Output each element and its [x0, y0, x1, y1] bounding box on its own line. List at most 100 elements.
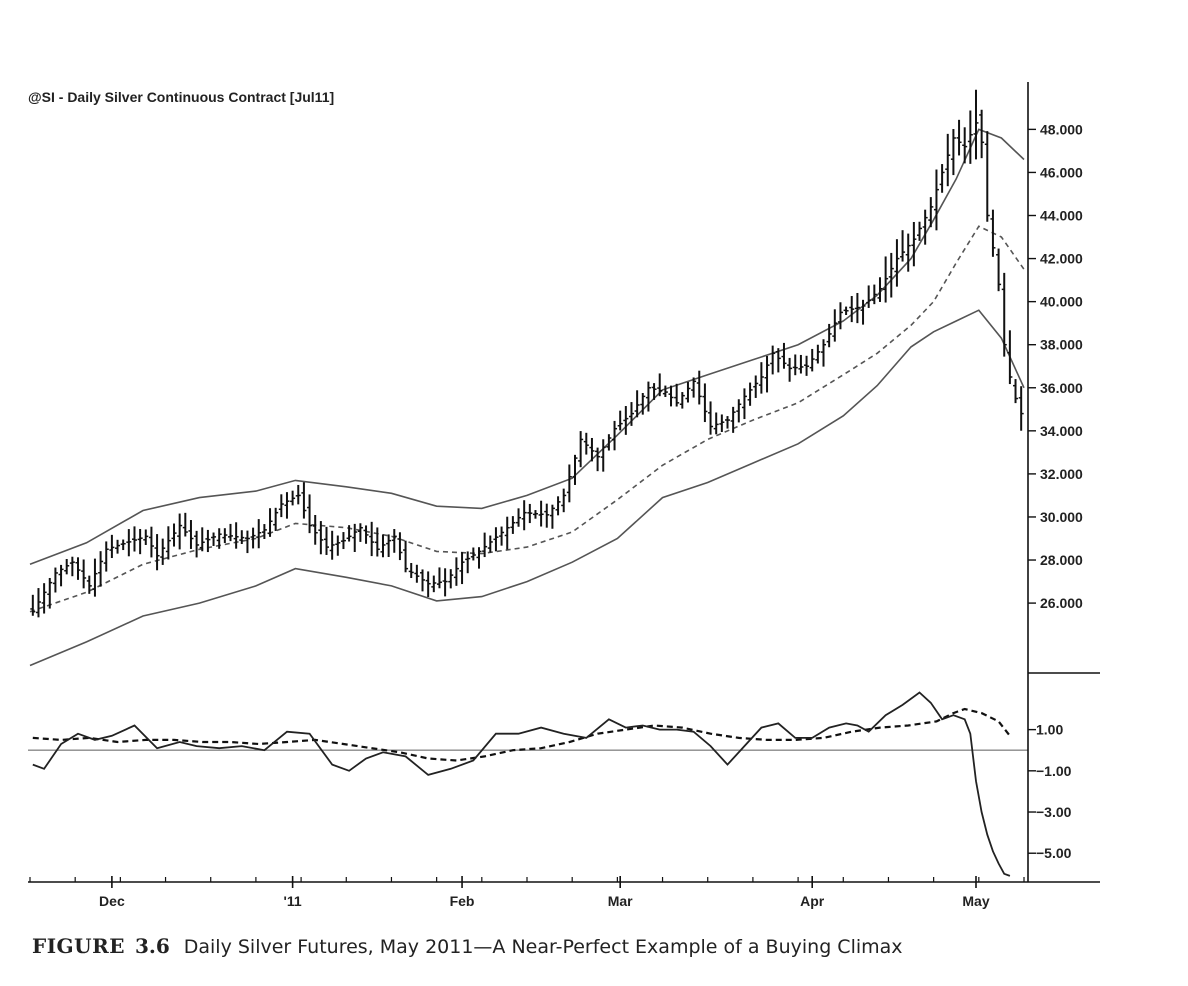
price-bar	[199, 527, 205, 552]
price-bar	[572, 454, 578, 485]
price-bar	[154, 534, 160, 571]
price-bar	[131, 526, 137, 552]
price-bar	[86, 575, 92, 594]
price-bar	[770, 345, 776, 375]
price-bar	[578, 431, 584, 468]
price-bar	[871, 284, 877, 305]
price-bar	[894, 239, 900, 287]
price-bar	[662, 385, 668, 397]
price-bar	[939, 164, 945, 193]
price-bar	[284, 492, 290, 519]
price-bar	[307, 494, 313, 534]
price-bar	[391, 529, 397, 553]
price-bar	[482, 532, 488, 558]
price-bar	[860, 299, 866, 325]
price-tick-label: 32.000	[1040, 466, 1083, 482]
price-bar	[702, 383, 708, 423]
price-bar	[459, 552, 465, 585]
price-bar	[425, 571, 431, 598]
price-tick-label: 44.000	[1040, 208, 1083, 224]
price-bar	[933, 169, 939, 231]
price-bar	[369, 521, 375, 557]
price-bar	[148, 526, 154, 558]
price-bar	[956, 119, 962, 156]
figure-number: 3.6	[134, 934, 170, 958]
price-axis-ticks: 48.000 46.000 44.000 42.000 40.000 38.000 36.0…	[1028, 121, 1083, 611]
price-bar	[126, 529, 132, 557]
price-bar	[516, 508, 522, 527]
price-bar	[188, 520, 194, 549]
price-bar	[75, 557, 81, 580]
price-bar	[137, 528, 143, 555]
price-bar	[945, 133, 951, 187]
upper-band-line	[29, 128, 1025, 566]
price-bar	[911, 221, 917, 267]
price-bar	[849, 296, 855, 323]
price-bar	[301, 482, 307, 519]
price-bar	[657, 373, 663, 397]
price-bar	[453, 557, 459, 586]
price-bar	[996, 248, 1002, 292]
price-tick-label: 34.000	[1040, 423, 1083, 439]
price-bar	[736, 399, 742, 423]
price-bar	[64, 558, 70, 575]
price-bar	[883, 256, 889, 303]
price-bar	[888, 252, 894, 298]
price-bar	[527, 503, 533, 524]
price-bar	[403, 540, 409, 573]
price-bar	[267, 508, 273, 537]
price-bar	[821, 339, 827, 367]
price-bar	[668, 385, 674, 407]
price-bar	[256, 519, 262, 549]
price-bar	[324, 526, 330, 555]
price-bar	[386, 534, 392, 557]
price-bar	[346, 525, 352, 542]
price-bar	[815, 344, 821, 364]
time-tick-label: '11	[284, 893, 302, 909]
price-bar	[143, 529, 149, 545]
price-bar	[775, 348, 781, 373]
price-bar	[205, 529, 211, 553]
price-bar	[804, 355, 810, 376]
time-tick-label: Feb	[450, 893, 475, 909]
price-bar	[826, 323, 832, 348]
price-bar	[854, 292, 860, 324]
price-bar	[600, 439, 606, 472]
price-bar	[380, 534, 386, 558]
price-bar	[685, 381, 691, 403]
oscillator-tick-label: −1.00	[1036, 763, 1072, 779]
price-bar	[691, 377, 697, 398]
price-bar	[922, 209, 928, 245]
price-bar	[397, 532, 403, 561]
price-bar	[442, 568, 448, 597]
price-bar	[645, 381, 651, 412]
price-tick-label: 36.000	[1040, 380, 1083, 396]
price-bar	[561, 488, 567, 513]
price-bar	[900, 230, 906, 262]
price-bar	[41, 583, 47, 614]
price-bar	[92, 558, 98, 597]
price-bar	[216, 528, 222, 549]
price-bar	[374, 527, 380, 557]
price-bar	[967, 110, 973, 164]
oscillator-tick-label: −5.00	[1036, 845, 1072, 861]
price-bar	[98, 551, 104, 587]
price-bar	[318, 521, 324, 555]
price-tick-label: 26.000	[1040, 595, 1083, 611]
price-bar	[182, 512, 188, 537]
price-bar	[295, 484, 301, 505]
price-bar	[227, 523, 233, 542]
price-bar	[950, 129, 956, 176]
price-bar	[928, 197, 934, 228]
price-bar	[747, 382, 753, 406]
price-bar	[30, 594, 36, 616]
price-bar	[753, 375, 759, 398]
axes: 48.000 46.000 44.000 42.000 40.000 38.000 36.0…	[28, 82, 1100, 909]
price-bar	[329, 530, 335, 560]
price-bar	[81, 559, 87, 589]
price-bar	[357, 523, 363, 542]
price-bar	[47, 577, 53, 609]
price-bar	[713, 412, 719, 435]
price-bar	[679, 392, 685, 409]
